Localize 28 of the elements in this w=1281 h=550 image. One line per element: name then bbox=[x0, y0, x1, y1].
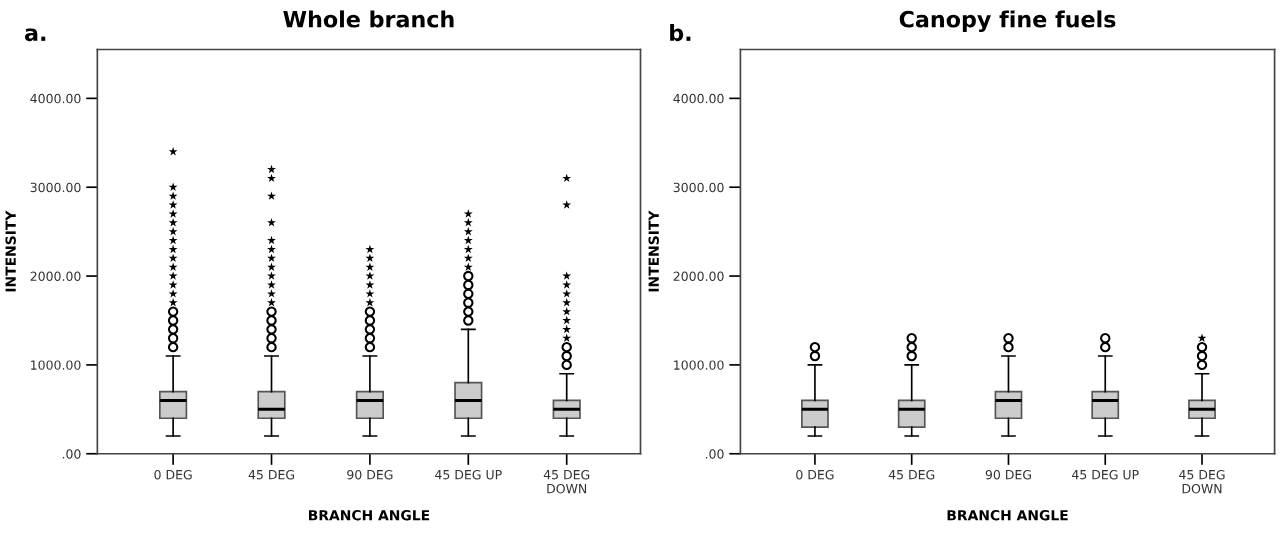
y-tick-label: 1000.00 bbox=[674, 360, 724, 370]
x-tick-label: 45 DEG DOWN bbox=[1179, 469, 1225, 494]
y-tick-label: 2000.00 bbox=[673, 271, 724, 281]
x-tick-label: 45 DEG UP bbox=[435, 469, 502, 480]
y-tick-label: 4000.00 bbox=[673, 93, 724, 104]
y-tick-label: 1000.00 bbox=[31, 360, 81, 370]
chart-title: Canopy fine fuels bbox=[899, 10, 1116, 33]
text: b. bbox=[670, 23, 691, 42]
text: a. bbox=[24, 28, 46, 42]
y-tick-label: 2000.00 bbox=[30, 271, 81, 281]
y-axis-title: INTENSITY bbox=[648, 210, 659, 292]
x-tick-label: 90 DEG bbox=[985, 469, 1031, 480]
y-tick-label: 4000.00 bbox=[30, 93, 81, 104]
y-tick-label: .00 bbox=[705, 449, 724, 459]
chart-title: Whole branch bbox=[283, 10, 454, 28]
y-tick-label: .00 bbox=[62, 449, 81, 459]
x-tick-label: 0 DEG bbox=[796, 469, 834, 480]
x-tick-label: 45 DEG bbox=[888, 469, 935, 480]
x-axis-title: BRANCH ANGLE bbox=[947, 509, 1068, 521]
y-tick-label: 3000.00 bbox=[30, 182, 81, 193]
x-tick-label: 90 DEG bbox=[347, 469, 393, 480]
x-tick-label: 45 DEG bbox=[248, 469, 295, 480]
x-axis-title: BRANCH ANGLE bbox=[309, 509, 430, 521]
x-tick-label: 45 DEG UP bbox=[1071, 469, 1139, 480]
y-tick-label: 3000.00 bbox=[673, 182, 724, 193]
x-tick-label: 45 DEG DOWN bbox=[543, 469, 590, 494]
y-axis-title: INTENSITY bbox=[5, 210, 16, 292]
x-tick-label: 0 DEG bbox=[154, 469, 192, 480]
